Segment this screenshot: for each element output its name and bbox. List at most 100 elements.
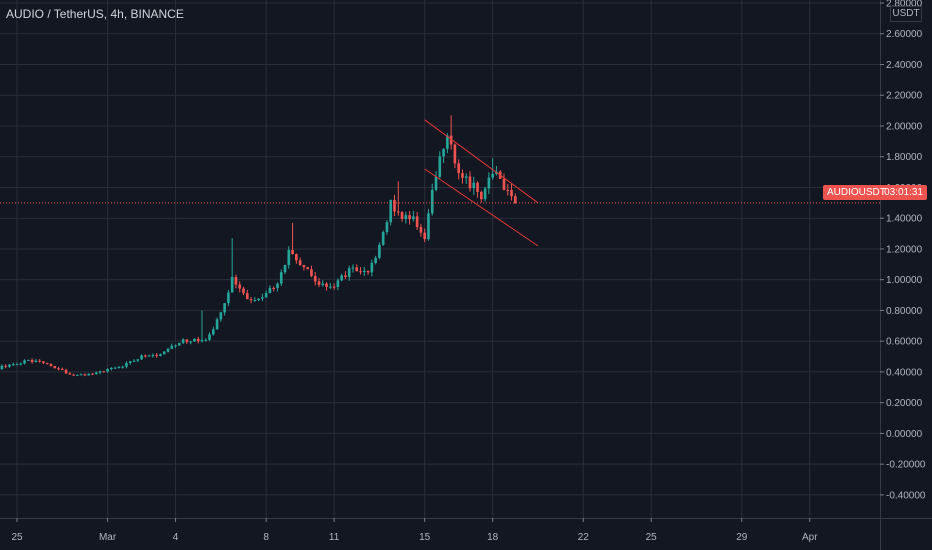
candle-body bbox=[151, 355, 155, 357]
last-price-label: AUDIOUSDT 03:01:31 bbox=[823, 185, 927, 200]
candle-body bbox=[91, 373, 94, 375]
candle-body bbox=[94, 372, 98, 375]
candle-body bbox=[11, 364, 15, 366]
time-tick-label: 18 bbox=[487, 532, 499, 543]
candle-body bbox=[268, 287, 272, 294]
price-tick-label: 2.80000 bbox=[886, 0, 923, 10]
candle-body bbox=[27, 359, 30, 361]
time-tick-label: 29 bbox=[736, 532, 748, 543]
price-label-symbol: AUDIOUSDT bbox=[827, 187, 886, 198]
candle-body bbox=[162, 351, 166, 355]
candle-body bbox=[378, 244, 381, 258]
candle-body bbox=[261, 297, 264, 299]
time-tick-label: Mar bbox=[99, 532, 117, 543]
candle-body bbox=[230, 276, 234, 293]
price-tick-label: -0.20000 bbox=[886, 460, 926, 471]
candle-body bbox=[506, 189, 510, 191]
candle-body bbox=[242, 288, 245, 294]
candle-body bbox=[491, 173, 494, 178]
price-tick-label: 0.60000 bbox=[886, 337, 923, 348]
candle-body bbox=[276, 283, 279, 289]
price-tick-label: 1.00000 bbox=[886, 275, 923, 286]
candle-body bbox=[264, 293, 268, 298]
time-axis[interactable] bbox=[0, 518, 880, 550]
candle-body bbox=[359, 271, 362, 273]
time-tick-label: 22 bbox=[578, 532, 590, 543]
symbol-title: AUDIO / TetherUS, 4h, BINANCE bbox=[6, 7, 184, 21]
candle-body bbox=[272, 287, 276, 289]
candle-body bbox=[185, 339, 189, 342]
candle-body bbox=[79, 374, 83, 376]
grid bbox=[0, 0, 880, 518]
candle-body bbox=[155, 355, 158, 357]
candle-body bbox=[329, 286, 332, 288]
price-tick-label: 0.20000 bbox=[886, 398, 923, 409]
candle-body bbox=[110, 368, 113, 370]
candle-body bbox=[0, 365, 4, 370]
price-label-countdown: 03:01:31 bbox=[884, 187, 923, 198]
candle-body bbox=[415, 216, 419, 228]
candle-body bbox=[412, 216, 415, 220]
candle-body bbox=[483, 188, 487, 200]
candle-body bbox=[340, 275, 343, 281]
candle-body bbox=[325, 283, 328, 287]
candle-body bbox=[178, 342, 181, 346]
candle-body bbox=[159, 354, 162, 357]
candle-body bbox=[381, 232, 385, 245]
candle-body bbox=[144, 355, 147, 357]
time-tick-label: 8 bbox=[263, 532, 269, 543]
candle-body bbox=[238, 284, 242, 289]
candle-body bbox=[117, 367, 121, 369]
candle-body bbox=[219, 312, 223, 320]
candle-body bbox=[57, 368, 60, 370]
candle-body bbox=[45, 363, 49, 365]
currency-unit-label[interactable]: USDT bbox=[890, 6, 922, 22]
candle-body bbox=[4, 365, 7, 367]
candle-body bbox=[253, 300, 257, 302]
candle-body bbox=[502, 178, 506, 190]
candle-body bbox=[344, 275, 347, 277]
price-tick-label: -0.40000 bbox=[886, 490, 926, 501]
candle-body bbox=[332, 286, 336, 288]
trend-channel-lower-line[interactable] bbox=[424, 168, 539, 247]
candle-body bbox=[113, 367, 117, 369]
candle-body bbox=[106, 369, 109, 372]
candle-body bbox=[200, 339, 204, 342]
time-tick-label: 25 bbox=[646, 532, 658, 543]
candle-body bbox=[83, 374, 87, 376]
candle-body bbox=[102, 371, 106, 373]
candle-body bbox=[385, 222, 389, 233]
candle-body bbox=[291, 250, 294, 255]
candle-body bbox=[336, 280, 340, 287]
trend-channel[interactable] bbox=[424, 119, 539, 247]
candle-body bbox=[49, 364, 53, 367]
candle-body bbox=[287, 250, 291, 265]
candle-body bbox=[302, 265, 306, 268]
time-tick-label: 25 bbox=[11, 532, 23, 543]
candle-body bbox=[38, 360, 41, 362]
candle-body bbox=[132, 360, 136, 362]
price-tick-label: 1.80000 bbox=[886, 152, 923, 163]
price-axis[interactable] bbox=[880, 0, 932, 550]
time-tick-label: Apr bbox=[802, 532, 818, 543]
candle-body bbox=[389, 199, 393, 223]
candle-body bbox=[464, 176, 468, 178]
candle-body bbox=[34, 360, 38, 362]
candle-body bbox=[204, 339, 208, 341]
candle-body bbox=[370, 262, 374, 273]
candle-body bbox=[227, 292, 230, 304]
candle-body bbox=[423, 232, 427, 240]
candle-body bbox=[60, 368, 64, 370]
candle-body bbox=[408, 215, 411, 220]
trend-channel-upper-line[interactable] bbox=[424, 119, 539, 204]
candle-body bbox=[19, 363, 23, 365]
candle-body bbox=[23, 360, 26, 364]
time-tick-label: 15 bbox=[419, 532, 431, 543]
candle-body bbox=[351, 267, 355, 269]
price-tick-label: 2.60000 bbox=[886, 29, 923, 40]
candle-body bbox=[98, 371, 102, 373]
candle-body bbox=[223, 303, 226, 313]
